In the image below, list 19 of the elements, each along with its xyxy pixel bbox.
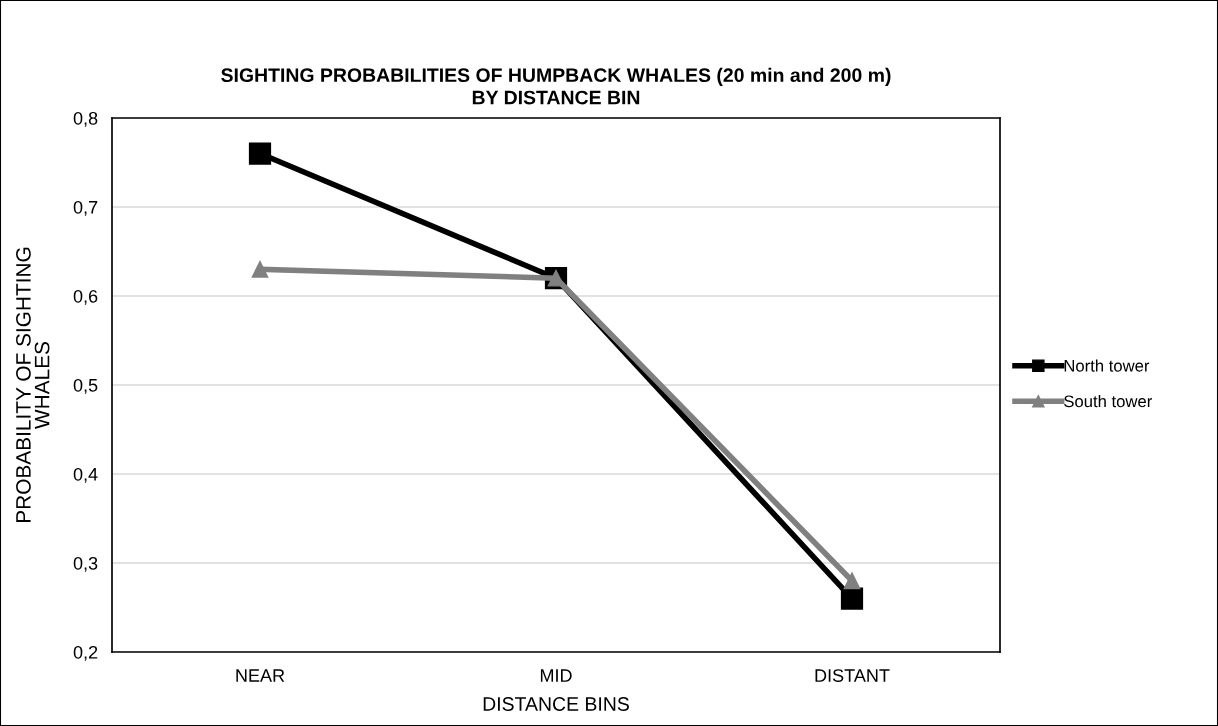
y-tick-label: 0,7 (73, 200, 98, 216)
point (251, 260, 269, 278)
point (248, 142, 272, 165)
legend-label: South tower (1064, 395, 1152, 408)
x-tick-label: DISTANT (815, 669, 890, 682)
x-tick-label: NEAR (236, 669, 285, 682)
y-tick-label: 0,5 (73, 378, 98, 394)
point (840, 587, 864, 610)
y-tick-label: 0,4 (73, 467, 98, 483)
x-tick-label: MID (540, 669, 572, 682)
y-axis-title: PROBABILITY OF SIGHTING WHALES (16, 247, 50, 523)
point (843, 572, 861, 590)
x-axis-title: DISTANCE BINS (483, 697, 629, 711)
y-tick-label: 0,2 (73, 645, 98, 661)
y-tick-label: 0,6 (73, 289, 98, 305)
y-tick-label: 0,3 (73, 556, 98, 572)
chart-title: SIGHTING PROBABILITIES OF HUMPBACK WHALES (20 min and 200 m) BY DISTANCE BIN (221, 67, 891, 105)
y-tick-label: 0,8 (73, 111, 98, 127)
legend-label: North tower (1064, 359, 1150, 372)
